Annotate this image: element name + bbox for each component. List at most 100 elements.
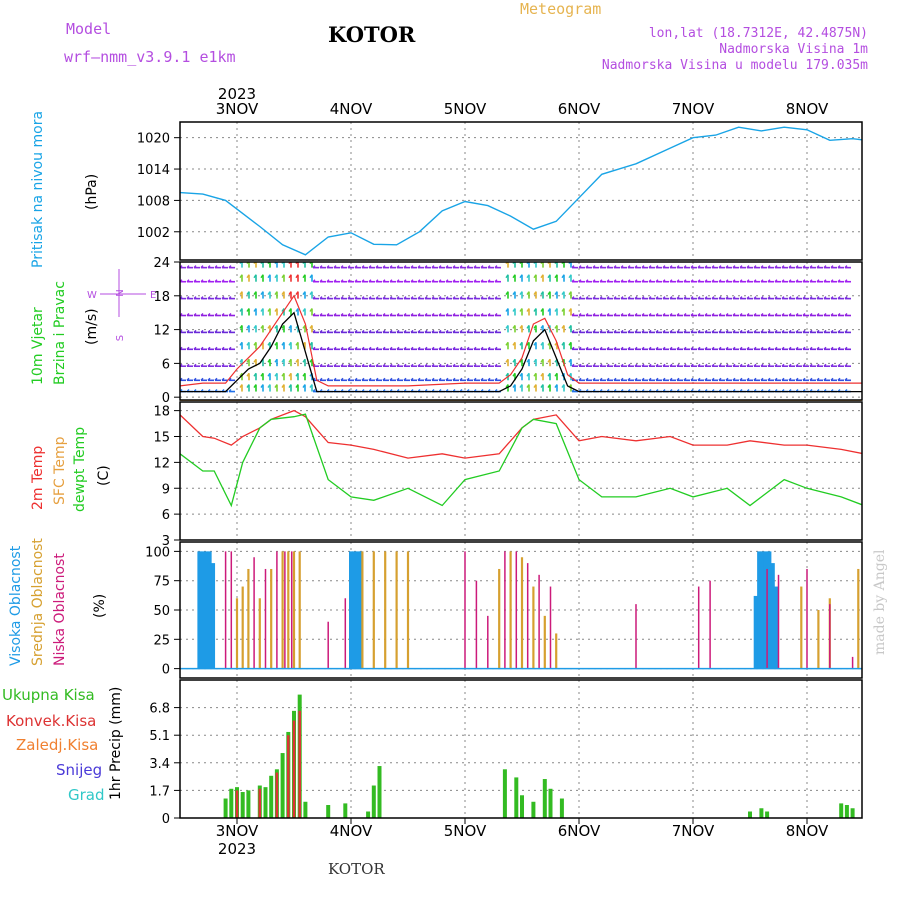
- wind-arrow-head: [634, 377, 638, 381]
- wind-arrow-head: [288, 384, 292, 388]
- wind-arrow-head: [347, 265, 351, 269]
- wind-arrow-head: [389, 313, 393, 317]
- wind-arrow-head: [655, 363, 659, 367]
- meteogram-label: Meteogram: [520, 0, 602, 18]
- wind-arrow-head: [452, 346, 456, 350]
- wind-arrow-head: [578, 313, 582, 317]
- wind-arrow-head: [578, 346, 582, 350]
- wind-arrow-head: [288, 341, 292, 346]
- precip-total-bar: [559, 798, 564, 818]
- wind-arrow-head: [585, 377, 589, 381]
- wind-arrow-head: [368, 377, 372, 381]
- compass-n-label: N: [115, 289, 126, 296]
- wind-arrow-head: [417, 313, 421, 317]
- wind-arrow-head: [260, 308, 264, 312]
- wind-arrow-head: [368, 313, 372, 317]
- wind-arrow-head: [295, 384, 299, 388]
- wind-arrow-head: [676, 296, 680, 300]
- cloud-mid-bar: [361, 551, 364, 669]
- wind-arrow-head: [193, 296, 197, 300]
- wind-arrow-head: [403, 363, 407, 367]
- wind-arrow-head: [340, 313, 344, 317]
- wind-arrow-head: [683, 313, 687, 317]
- wind-arrow-head: [302, 274, 306, 279]
- wind-arrow-head: [648, 346, 652, 350]
- wind-arrow-head: [200, 329, 204, 333]
- wind-arrow-head: [669, 265, 673, 269]
- wind-arrow-head: [753, 313, 757, 317]
- wind-arrow-head: [746, 279, 750, 283]
- wind-arrow-head: [207, 296, 211, 300]
- cloud-high-bar: [763, 551, 768, 669]
- wind-arrow-head: [697, 346, 701, 350]
- wind-arrow-head: [725, 296, 729, 300]
- wind-arrow-head: [760, 377, 764, 381]
- wind-gust-line: [180, 294, 862, 387]
- wind-arrow-head: [767, 363, 771, 367]
- wind-arrow-head: [844, 329, 848, 333]
- wind-arrow-head: [662, 363, 666, 367]
- wind-arrow-head: [592, 313, 596, 317]
- wind-arrow-head: [655, 265, 659, 269]
- wind-arrow-head: [725, 265, 729, 269]
- wind-arrow-head: [561, 291, 565, 296]
- wind-arrow-head: [571, 313, 575, 317]
- wind-arrow-head: [554, 308, 558, 312]
- wind-arrow-head: [333, 377, 337, 381]
- precip-total-bar: [531, 801, 536, 818]
- cloud-mid-bar: [372, 551, 375, 669]
- wind-arrow-head: [746, 363, 750, 367]
- wind-arrow-head: [816, 296, 820, 300]
- y-tick-label: 1008: [137, 194, 170, 209]
- wind-arrow-head: [802, 265, 806, 269]
- wind-arrow-head: [193, 363, 197, 367]
- wind-arrow-head: [382, 377, 386, 381]
- cloud-mid-bar: [555, 633, 558, 669]
- cloud-mid-bar: [406, 551, 410, 669]
- wind-arrow-head: [445, 279, 449, 283]
- wind-arrow-head: [697, 296, 701, 300]
- wind-arrow-head: [795, 329, 799, 333]
- wind-arrow-head: [221, 279, 225, 283]
- wind-arrow-head: [540, 291, 544, 296]
- wind-arrow-head: [459, 313, 463, 317]
- wind-arrow-head: [823, 363, 827, 367]
- wind-arrow-head: [326, 346, 330, 350]
- wind-arrow-head: [424, 313, 428, 317]
- wind-arrow-head: [221, 265, 225, 269]
- wind-arrow-head: [802, 329, 806, 333]
- wind-arrow-head: [585, 313, 589, 317]
- wind-arrow-head: [396, 363, 400, 367]
- day-label-top: 8NOV: [786, 100, 829, 118]
- wind-arrow-head: [312, 346, 316, 350]
- wind-arrow-head: [606, 363, 610, 367]
- wind-arrow-head: [445, 296, 449, 300]
- wind-arrow-head: [599, 329, 603, 333]
- wind-arrow-head: [494, 346, 498, 350]
- wind-arrow-head: [634, 363, 638, 367]
- cloud-mid-bar: [800, 586, 803, 669]
- wind-arrow-head: [200, 377, 204, 381]
- wind-arrow-head: [571, 329, 575, 333]
- y-tick-label: 100: [145, 545, 170, 560]
- wind-arrow-head: [505, 274, 509, 279]
- wind-arrow-head: [295, 308, 299, 312]
- wind-arrow-head: [347, 377, 351, 381]
- wind-arrow-head: [725, 363, 729, 367]
- wind-arrow-head: [452, 265, 456, 269]
- wind-arrow-head: [319, 279, 323, 283]
- wind-arrow-head: [697, 279, 701, 283]
- wind-arrow-head: [725, 377, 729, 381]
- wind-arrow-head: [288, 274, 292, 279]
- wind-arrow-head: [655, 313, 659, 317]
- wind-arrow-head: [333, 279, 337, 283]
- wind-arrow-head: [473, 377, 477, 381]
- wind-arrow-head: [711, 296, 715, 300]
- wind-arrow-head: [424, 329, 428, 333]
- wind-arrow-head: [620, 363, 624, 367]
- wind-arrow-head: [302, 358, 306, 363]
- wind-arrow-head: [354, 346, 358, 350]
- wind-arrow-head: [718, 329, 722, 333]
- wind-arrow-head: [599, 296, 603, 300]
- wind-arrow-head: [599, 265, 603, 269]
